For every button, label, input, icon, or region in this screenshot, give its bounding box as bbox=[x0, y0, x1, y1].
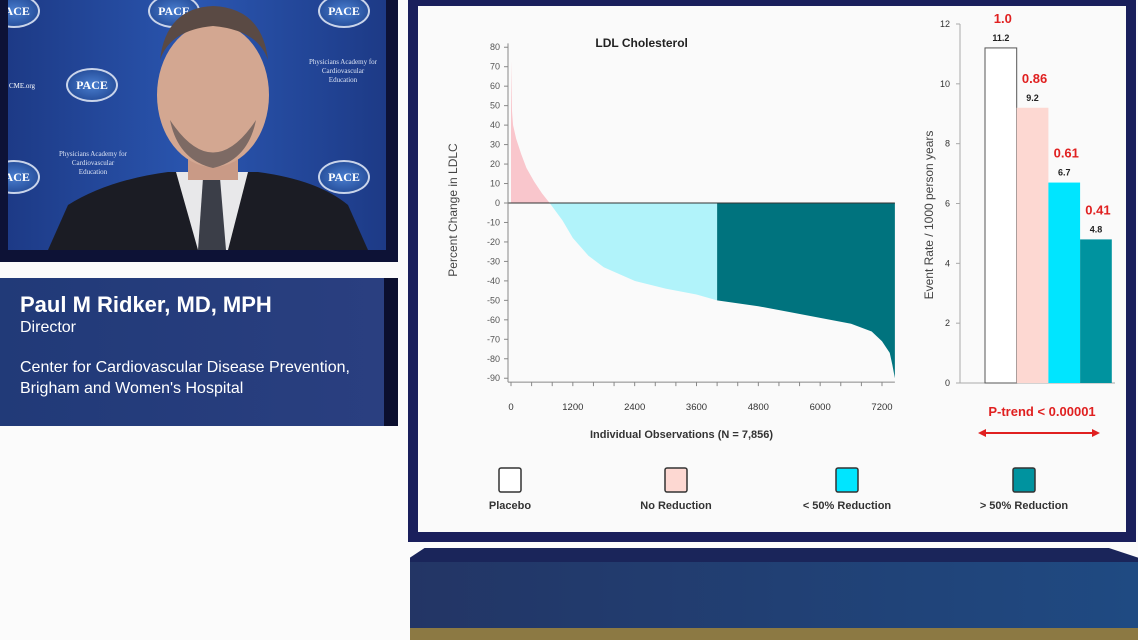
pace-logo: PACE bbox=[318, 160, 370, 194]
y-tick-label: -30 bbox=[487, 256, 500, 266]
pace-logo: PACE bbox=[318, 0, 370, 28]
legend-swatch bbox=[835, 467, 859, 493]
y-tick-label: 40 bbox=[490, 120, 500, 130]
bar-y-tick-label: 8 bbox=[945, 139, 950, 149]
x-axis-label: Individual Observations (N = 7,856) bbox=[590, 429, 773, 441]
y-tick-label: -80 bbox=[487, 354, 500, 364]
x-tick-label: 7200 bbox=[871, 402, 892, 413]
academy-text: Physicians Academy for Cardiovascular Ed… bbox=[58, 150, 128, 176]
legend-swatch bbox=[664, 467, 688, 493]
legend-label: No Reduction bbox=[640, 500, 712, 512]
pace-logo: PACE bbox=[66, 68, 118, 102]
bar-y-tick-label: 4 bbox=[945, 258, 950, 268]
y-tick-label: -10 bbox=[487, 217, 500, 227]
y-tick-label: -70 bbox=[487, 334, 500, 344]
video-backdrop: PACE PACE PACE PACE PACE PACE Physicians… bbox=[8, 0, 386, 250]
hazard-ratio-label: 0.61 bbox=[1054, 146, 1079, 161]
x-tick-label: 6000 bbox=[810, 402, 831, 413]
waterfall-chart: LDL Cholesterol 80 70 60 50 40 30 20 10 0 -10 -20 -3… bbox=[446, 36, 895, 441]
legend-swatch bbox=[498, 467, 522, 493]
presentation-slide: LDL Cholesterol 80 70 60 50 40 30 20 10 0 -10 -20 -3… bbox=[408, 0, 1136, 542]
speaker-name-card: Paul M Ridker, MD, MPH Director Center f… bbox=[0, 278, 398, 426]
pace-logo: PACE bbox=[8, 0, 40, 28]
y-tick-label: 20 bbox=[490, 159, 500, 169]
pace-logo: PACE bbox=[8, 160, 40, 194]
hazard-ratio-label: 1.0 bbox=[994, 11, 1012, 26]
speaker-video: PACE PACE PACE PACE PACE PACE Physicians… bbox=[0, 0, 398, 262]
x-tick-label: 2400 bbox=[624, 402, 645, 413]
hazard-ratio-label: 0.86 bbox=[1022, 71, 1047, 86]
bar-y-tick-label: 6 bbox=[945, 199, 950, 209]
site-text: CME.org bbox=[8, 82, 36, 90]
waterfall-area--50-reduction bbox=[549, 203, 718, 301]
y-tick-label: -40 bbox=[487, 276, 500, 286]
bar-value-label: 9.2 bbox=[1026, 93, 1039, 103]
bar-no-reduction bbox=[1016, 107, 1049, 384]
y-tick-label: 50 bbox=[490, 101, 500, 111]
bar-value-label: 4.8 bbox=[1090, 224, 1103, 234]
y-tick-label: 30 bbox=[490, 140, 500, 150]
slide-charts: LDL Cholesterol80706050403020100-10-20-3… bbox=[446, 11, 1115, 512]
bar-y-tick-label: 2 bbox=[945, 318, 950, 328]
legend-swatch bbox=[1012, 467, 1036, 493]
x-tick-label: 1200 bbox=[562, 402, 583, 413]
bar-placebo bbox=[984, 47, 1018, 384]
bar--50-reduction bbox=[1048, 182, 1081, 383]
y-tick-label: 10 bbox=[490, 179, 500, 189]
bar-y-tick-label: 0 bbox=[945, 378, 950, 388]
legend-label: Placebo bbox=[489, 500, 531, 512]
x-tick-label: 4800 bbox=[748, 402, 769, 413]
bottom-banner bbox=[410, 548, 1138, 640]
y-tick-label: 80 bbox=[490, 42, 500, 52]
y-tick-label: -20 bbox=[487, 237, 500, 247]
x-tick-label: 3600 bbox=[686, 402, 707, 413]
bar--50-reduction bbox=[1080, 239, 1112, 383]
bar-y-tick-label: 12 bbox=[940, 19, 950, 29]
bar-y-tick-label: 10 bbox=[940, 79, 950, 89]
speaker-title: Director bbox=[20, 319, 77, 336]
y-tick-label: 0 bbox=[495, 198, 500, 208]
slide-content: LDL Cholesterol 80 70 60 50 40 30 20 10 0 -10 -20 -3… bbox=[418, 6, 1126, 532]
academy-text: Physicians Academy for Cardiovascular Ed… bbox=[308, 58, 378, 84]
speaker-organization: Center for Cardiovascular Disease Preven… bbox=[20, 359, 350, 397]
p-trend-label: P-trend < 0.00001 bbox=[988, 404, 1095, 419]
chart-title: LDL Cholesterol bbox=[595, 36, 687, 50]
speaker-name: Paul M Ridker, MD, MPH bbox=[20, 292, 272, 317]
y-tick-label: -50 bbox=[487, 295, 500, 305]
waterfall-area--50-reduction bbox=[717, 203, 895, 379]
bar-value-label: 6.7 bbox=[1058, 168, 1071, 178]
hazard-ratio-label: 0.41 bbox=[1085, 202, 1110, 217]
legend-label: < 50% Reduction bbox=[803, 500, 892, 512]
legend-label: > 50% Reduction bbox=[980, 500, 1069, 512]
y-tick-label: 60 bbox=[490, 81, 500, 91]
y-tick-label: -60 bbox=[487, 315, 500, 325]
waterfall-area-no-reduction bbox=[511, 60, 895, 204]
event-rate-bar-chart: 0 2 4 6 8 10 12 Event Rate / 1000 person years 1… bbox=[922, 11, 1115, 437]
y-axis-label: Percent Change in LDLC bbox=[446, 143, 460, 277]
y-tick-label: 70 bbox=[490, 62, 500, 72]
legend: Placebo No Reduction < 50% Reduction > 50% … bbox=[489, 467, 1069, 512]
x-tick-label: 0 bbox=[508, 402, 513, 413]
bar-value-label: 11.2 bbox=[992, 33, 1009, 43]
y-tick-label: -90 bbox=[487, 373, 500, 383]
speaker-figure bbox=[48, 6, 368, 250]
bar-y-axis-label: Event Rate / 1000 person years bbox=[922, 131, 936, 300]
